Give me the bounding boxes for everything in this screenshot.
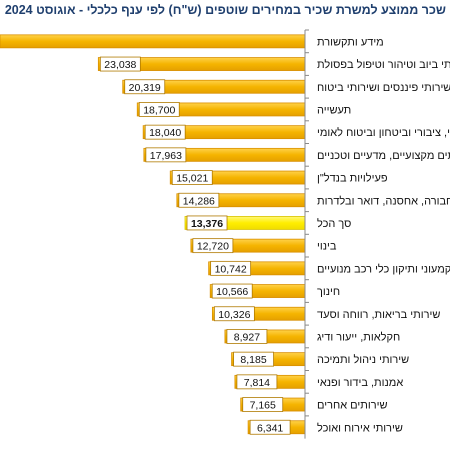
category-label: חקלאות, ייעור ודיג <box>317 330 400 343</box>
data-label-box <box>242 397 284 412</box>
data-label-box <box>236 374 278 390</box>
data-label: 8,185 <box>240 354 266 366</box>
category-label: תחבורה, אחסנה, דואר ובלדרות <box>317 194 450 207</box>
category-label: מינהל מקומי, ציבורי וביטחון וביטוח לאומי <box>317 126 450 139</box>
category-label: בינוי <box>317 241 337 253</box>
data-label: 7,814 <box>244 377 270 389</box>
data-label: 6,341 <box>257 422 283 434</box>
chart-title: שכר ממוצע למשרת שכיר במחירים שוטפים (ש"ח… <box>4 3 446 17</box>
category-label: שירותי אירוח ואוכל <box>317 421 403 434</box>
data-label-box <box>226 329 268 344</box>
data-label-box <box>99 56 141 72</box>
data-label: 14,286 <box>183 195 215 207</box>
category-label: פעילויות בנדל"ן <box>317 172 388 185</box>
data-label: 20,319 <box>129 82 161 94</box>
data-label: 18,040 <box>149 127 181 139</box>
category-label: שירותי פיננסים ושירותי ביטוח <box>317 82 450 94</box>
category-label: שירותי ביוב וטיהור וטיפול בפסולת <box>317 58 450 71</box>
category-label: סך הכל <box>317 217 351 230</box>
data-label-box <box>124 79 166 95</box>
data-label: 10,566 <box>216 286 248 298</box>
bar-0 <box>0 34 306 49</box>
data-label: 17,963 <box>150 150 182 162</box>
data-label: 15,021 <box>176 173 208 185</box>
category-label: אמנות, בידור ופנאי <box>317 377 403 389</box>
data-label-box <box>233 351 274 367</box>
data-label-box <box>144 124 186 140</box>
data-label: 13,376 <box>191 218 223 230</box>
category-label: מידע ותקשורת <box>317 36 384 48</box>
data-label-box <box>171 170 213 185</box>
data-label: 10,742 <box>215 263 247 275</box>
data-label-box <box>186 215 228 231</box>
data-label-box <box>145 147 187 163</box>
category-label: שירותים אחרים <box>317 400 388 412</box>
data-label-box <box>249 419 291 435</box>
data-label-box <box>213 306 255 322</box>
data-label-box <box>211 283 253 299</box>
data-label-box <box>192 238 234 254</box>
data-label: 10,326 <box>218 309 250 321</box>
data-label: 18,700 <box>143 104 175 116</box>
category-label: מסחר סיטוני וקמעוני ותיקון כלי רכב מנועי… <box>317 262 450 275</box>
category-label: שירותי ניהול ותמיכה <box>317 353 409 366</box>
data-label: 23,038 <box>104 59 136 71</box>
data-label: 12,720 <box>197 241 229 253</box>
data-label-box <box>178 192 220 208</box>
data-label-box <box>210 260 252 276</box>
data-label-box <box>138 102 180 117</box>
data-label: 7,165 <box>250 400 276 412</box>
category-label: שירותים מקצועיים, מדעיים וטכניים <box>317 150 450 162</box>
data-label: 8,927 <box>234 331 260 343</box>
category-label: שירותי בריאות, רווחה וסעד <box>317 309 440 321</box>
category-label: תעשייה <box>317 104 351 116</box>
category-label: חינוך <box>317 286 340 298</box>
